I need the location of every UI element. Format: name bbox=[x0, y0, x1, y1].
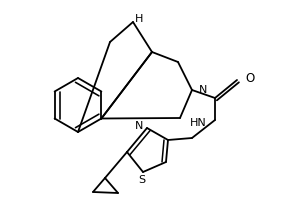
Text: H: H bbox=[135, 14, 143, 24]
Text: N: N bbox=[135, 121, 143, 131]
Text: O: O bbox=[245, 72, 254, 84]
Text: HN: HN bbox=[190, 118, 207, 128]
Text: S: S bbox=[138, 175, 146, 185]
Text: N: N bbox=[199, 85, 207, 95]
